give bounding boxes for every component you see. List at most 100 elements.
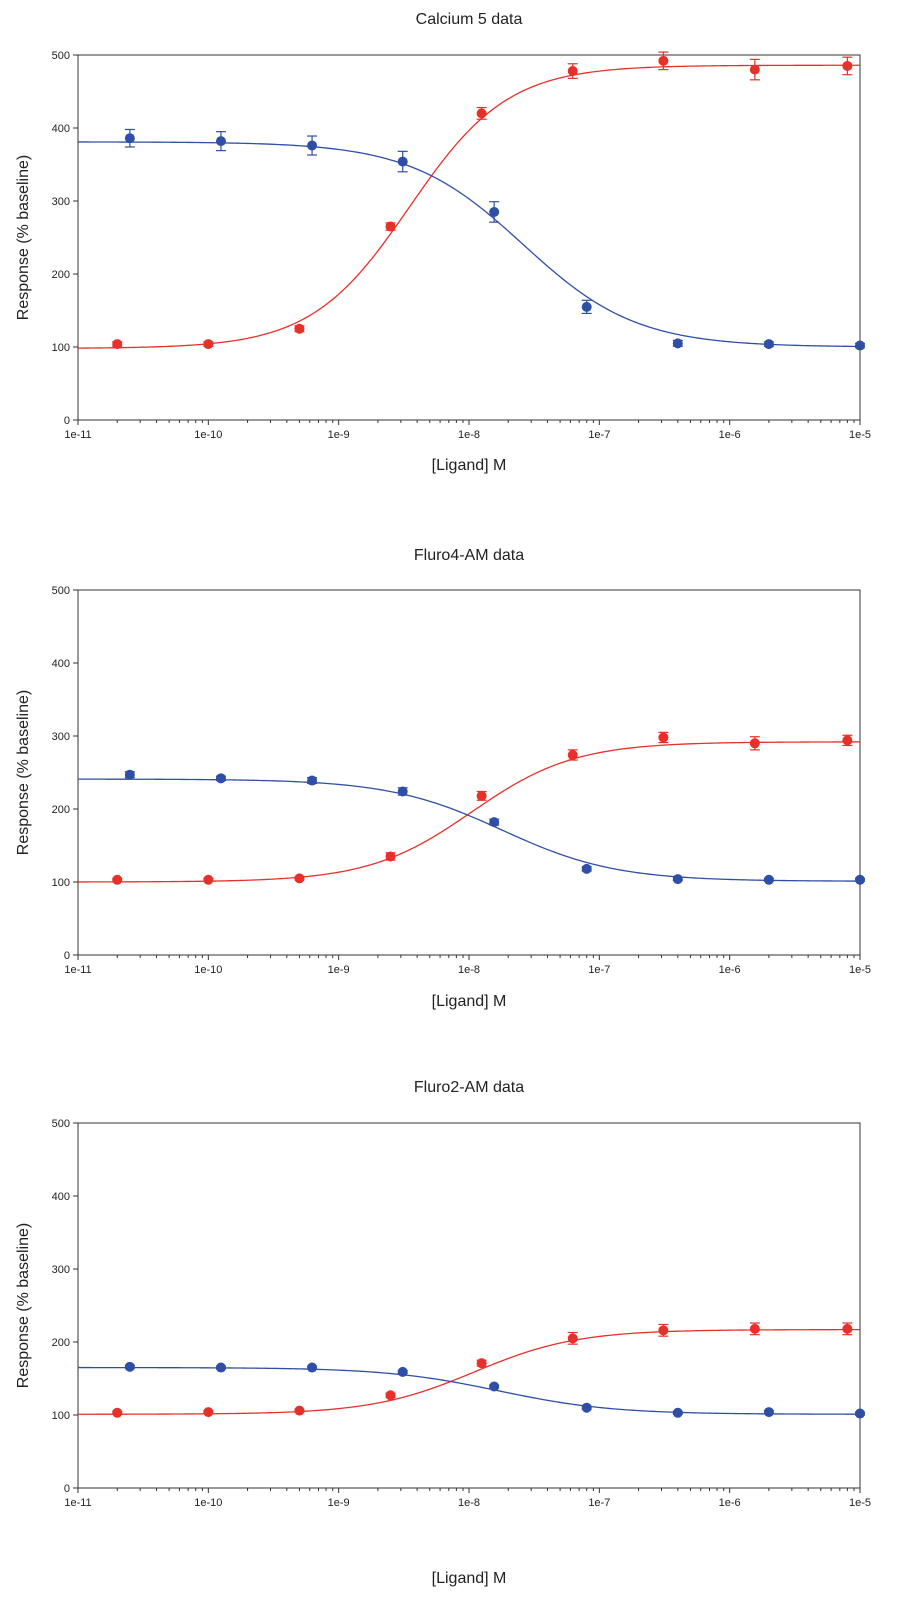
y-tick-label: 300 xyxy=(52,731,70,743)
x-tick-label: 1e-5 xyxy=(849,964,871,976)
data-point xyxy=(581,863,592,874)
x-tick-label: 1e-6 xyxy=(719,1497,741,1509)
x-tick-label: 1e-10 xyxy=(194,429,222,441)
data-point xyxy=(385,851,396,862)
data-point xyxy=(385,1390,396,1401)
data-point xyxy=(567,66,578,77)
data-point xyxy=(397,1366,408,1377)
x-tick-label: 1e-8 xyxy=(458,429,480,441)
fit-curve xyxy=(78,741,861,883)
data-point xyxy=(294,1405,305,1416)
y-tick-label: 0 xyxy=(64,950,70,962)
data-point xyxy=(672,874,683,885)
y-tick-label: 100 xyxy=(52,342,70,354)
data-point xyxy=(397,786,408,797)
data-point xyxy=(124,133,135,144)
data-point xyxy=(672,1407,683,1418)
data-point xyxy=(112,874,123,885)
data-point xyxy=(489,1381,500,1392)
chart-title: Calcium 5 data xyxy=(416,11,523,28)
data-point xyxy=(489,817,500,828)
x-tick-label: 1e-7 xyxy=(588,964,610,976)
data-point xyxy=(567,1333,578,1344)
data-point xyxy=(203,1407,214,1418)
data-point xyxy=(112,1407,123,1418)
y-tick-label: 400 xyxy=(52,123,70,135)
y-tick-label: 200 xyxy=(52,269,70,281)
data-point xyxy=(215,136,226,147)
x-tick-label: 1e-9 xyxy=(328,964,350,976)
data-point xyxy=(476,108,487,119)
data-point xyxy=(294,873,305,884)
fit-curve xyxy=(78,1366,860,1415)
data-point xyxy=(215,1362,226,1373)
y-axis-label: Response (% baseline) xyxy=(15,690,32,855)
y-tick-label: 300 xyxy=(52,1264,70,1276)
data-point xyxy=(855,1408,865,1419)
x-tick-label: 1e-11 xyxy=(64,964,91,976)
data-point xyxy=(672,338,683,349)
data-point xyxy=(307,1362,318,1373)
y-tick-label: 500 xyxy=(52,1118,70,1130)
data-point xyxy=(397,156,408,167)
fit-curve xyxy=(77,64,860,349)
data-point xyxy=(567,749,578,760)
chart-panel: Calcium 5 data 0 100 200 300 400 500 1e-11 1e-10… xyxy=(15,11,871,474)
data-point xyxy=(842,60,853,71)
y-tick-label: 200 xyxy=(52,804,70,816)
data-point xyxy=(855,340,865,351)
x-tick-label: 1e-6 xyxy=(719,429,741,441)
data-point xyxy=(307,775,318,786)
data-point xyxy=(842,735,853,746)
y-tick-label: 500 xyxy=(52,585,70,597)
data-point xyxy=(203,874,214,885)
x-tick-label: 1e-10 xyxy=(194,1497,222,1509)
plot-frame xyxy=(77,1122,861,1489)
x-tick-label: 1e-7 xyxy=(588,429,610,441)
data-point xyxy=(581,301,592,312)
fit-curve xyxy=(78,1328,860,1415)
y-tick-label: 300 xyxy=(52,196,70,208)
y-tick-label: 200 xyxy=(52,1337,70,1349)
data-point xyxy=(658,1325,669,1336)
y-tick-label: 0 xyxy=(64,1483,70,1495)
y-axis-label: Response (% baseline) xyxy=(15,155,32,320)
x-tick-label: 1e-9 xyxy=(328,1497,350,1509)
y-tick-label: 400 xyxy=(52,1191,70,1203)
x-tick-label: 1e-5 xyxy=(849,429,871,441)
data-point xyxy=(842,1323,853,1334)
data-point xyxy=(385,221,396,232)
data-point xyxy=(749,738,760,749)
y-axis-label: Response (% baseline) xyxy=(15,1223,32,1388)
data-point xyxy=(203,339,214,350)
data-point xyxy=(581,1402,592,1413)
y-tick-label: 0 xyxy=(64,415,70,427)
data-point xyxy=(124,1361,135,1372)
x-axis-label: [Ligand] M xyxy=(432,1570,507,1587)
data-point xyxy=(749,1323,760,1334)
x-axis-label: [Ligand] M xyxy=(432,457,507,474)
x-tick-label: 1e-7 xyxy=(588,1497,610,1509)
plot-frame xyxy=(77,589,861,956)
data-point xyxy=(763,874,774,885)
data-point xyxy=(749,64,760,75)
plot-frame xyxy=(77,54,861,421)
chart-title: Fluro2-AM data xyxy=(414,1079,524,1096)
data-point xyxy=(855,874,865,885)
fit-curve xyxy=(78,141,861,348)
y-tick-label: 400 xyxy=(52,658,70,670)
data-point xyxy=(307,140,318,151)
chart-panel: Fluro2-AM data 0 100 200 300 400 500 1e-11 1e-10… xyxy=(15,1079,871,1587)
data-point xyxy=(658,732,669,743)
x-tick-label: 1e-6 xyxy=(719,964,741,976)
data-point xyxy=(489,206,500,217)
chart-panel: Fluro4-AM data 0 100 200 300 400 500 1e-11 1e-10… xyxy=(15,547,871,1010)
data-point xyxy=(124,769,135,780)
chart-title: Fluro4-AM data xyxy=(414,547,524,564)
x-tick-label: 1e-11 xyxy=(64,429,91,441)
x-tick-label: 1e-11 xyxy=(64,1497,91,1509)
data-point xyxy=(215,773,226,784)
fit-curve xyxy=(78,778,861,882)
data-point xyxy=(112,339,123,350)
